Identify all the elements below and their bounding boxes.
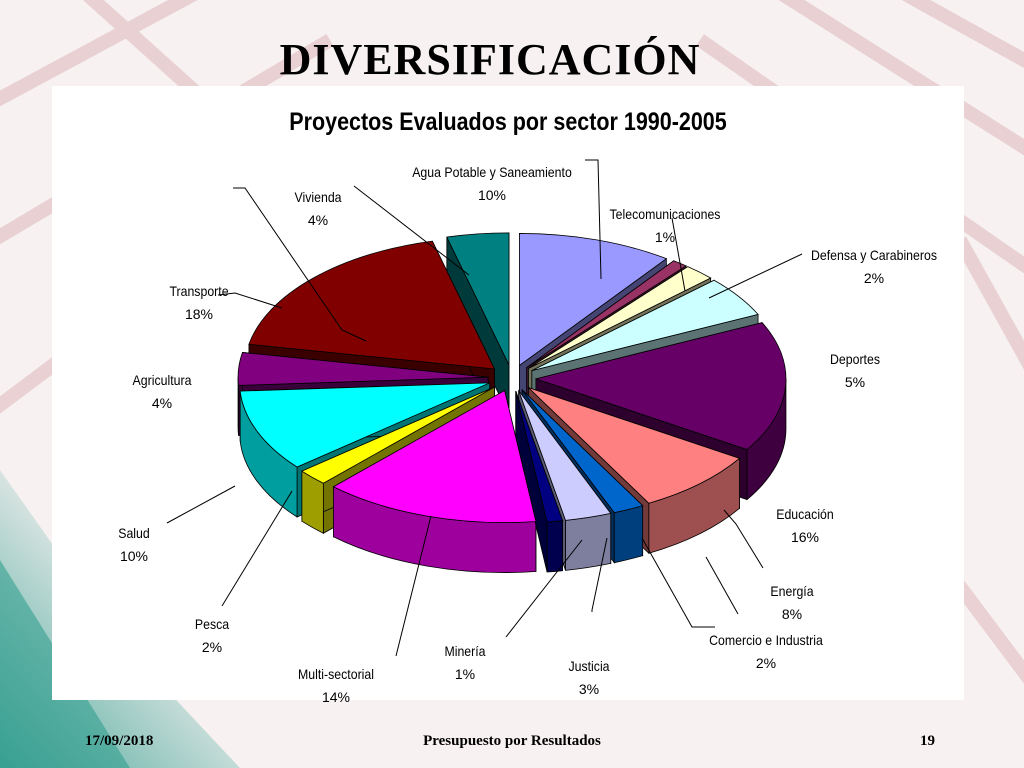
leader-line bbox=[641, 537, 715, 628]
slice-label-name: Vivienda bbox=[294, 189, 342, 205]
footer-presentation-title: Presupuesto por Resultados bbox=[423, 733, 601, 749]
pie-chart bbox=[166, 159, 803, 657]
slice-label: Minería 1% bbox=[442, 640, 489, 686]
slice-label-name: Defensa y Carabineros bbox=[810, 247, 938, 263]
slice-label: Comercio e Industria 2% bbox=[701, 629, 830, 675]
slice-label-percent: 2% bbox=[863, 270, 885, 286]
slice-label: Salud 10% bbox=[116, 522, 152, 568]
pie-slice-miner-a bbox=[515, 390, 564, 523]
pie-slice-wall bbox=[546, 520, 563, 573]
pie-slice-multi-sectorial bbox=[332, 389, 537, 523]
slice-label-name: Telecomunicaciones bbox=[609, 206, 721, 222]
leader-line bbox=[723, 509, 764, 569]
slice-label: Agricultura 4% bbox=[129, 369, 196, 415]
pie-slice-comercio-e-industria bbox=[521, 389, 644, 514]
pie-slice-educaci-n bbox=[534, 322, 787, 451]
slice-label-name: Transporte bbox=[169, 283, 229, 299]
slice-label-name: Agua Potable y Saneamiento bbox=[412, 164, 572, 180]
slice-label: Pesca 2% bbox=[193, 613, 232, 659]
leader-line bbox=[221, 490, 293, 607]
slice-label: Energía 8% bbox=[767, 580, 816, 626]
slice-label: Vivienda 4% bbox=[291, 186, 344, 232]
leader-line bbox=[671, 217, 686, 292]
slide-title: DIVERSIFICACIÓN bbox=[279, 35, 701, 84]
slice-label-percent: 16% bbox=[790, 529, 820, 545]
pie-slice-wall bbox=[565, 512, 612, 571]
slice-label: Telecomunicaciones 1% bbox=[602, 203, 728, 249]
slice-label: Multi-sectorial 14% bbox=[293, 663, 379, 709]
slice-label: Agua Potable y Saneamiento 10% bbox=[401, 161, 582, 207]
slice-label-name: Pesca bbox=[194, 616, 230, 632]
slice-label-percent: 5% bbox=[844, 374, 866, 390]
slice-label-percent: 10% bbox=[119, 548, 149, 564]
leader-line bbox=[705, 556, 739, 615]
slice-label-percent: 2% bbox=[201, 639, 223, 655]
pie-slice-vivienda bbox=[446, 232, 510, 366]
slice-label: Defensa y Carabineros 2% bbox=[802, 244, 945, 290]
leader-line bbox=[395, 515, 432, 657]
slice-label-name: Minería bbox=[444, 643, 486, 659]
chart-title: Proyectos Evaluados por sector 1990-2005 bbox=[289, 108, 727, 136]
slice-label-name: Energía bbox=[770, 583, 814, 599]
slice-label-percent: 1% bbox=[454, 666, 476, 682]
slice-label-percent: 2% bbox=[755, 655, 777, 671]
footer-date: 17/09/2018 bbox=[85, 733, 154, 749]
slice-label-percent: 18% bbox=[184, 306, 214, 322]
slice-label-percent: 10% bbox=[477, 187, 507, 203]
leader-line bbox=[708, 253, 803, 299]
slice-label-name: Multi-sectorial bbox=[298, 666, 374, 682]
slice-label-percent: 14% bbox=[321, 689, 351, 705]
pie-slice-salud bbox=[239, 382, 490, 468]
slice-label-percent: 1% bbox=[654, 229, 676, 245]
slice-label-name: Educación bbox=[776, 506, 834, 522]
leader-line bbox=[591, 537, 608, 612]
slice-label: Transporte 18% bbox=[165, 280, 232, 326]
leader-line bbox=[217, 292, 283, 309]
slice-label: Deportes 5% bbox=[827, 348, 884, 394]
footer-page-number: 19 bbox=[920, 733, 935, 749]
chart-panel: Proyectos Evaluados por sector 1990-2005… bbox=[52, 86, 964, 705]
slice-label-name: Deportes bbox=[830, 351, 880, 367]
pie-slice-energ-a bbox=[528, 387, 741, 504]
pie-slice-wall bbox=[613, 505, 644, 564]
slice-label-name: Comercio e Industria bbox=[709, 632, 823, 648]
pie-slice-justicia bbox=[518, 390, 612, 521]
slice-label-name: Salud bbox=[118, 525, 150, 541]
slice-label: Justicia 3% bbox=[566, 655, 613, 701]
leader-line bbox=[353, 185, 470, 276]
pie-slice-agricultura bbox=[237, 352, 489, 386]
slice-label-percent: 8% bbox=[781, 606, 803, 622]
leader-line bbox=[233, 187, 367, 342]
pie-slice-transporte bbox=[248, 240, 496, 370]
slice-label-percent: 3% bbox=[578, 681, 600, 697]
leader-line bbox=[166, 485, 236, 524]
pie-slice-defensa-y-carabineros bbox=[528, 266, 712, 369]
pie-slice-agua-potable-y-saneamiento bbox=[519, 233, 668, 367]
slice-label-percent: 4% bbox=[307, 212, 329, 228]
slice-label-percent: 4% bbox=[151, 395, 173, 411]
slice-label-name: Agricultura bbox=[132, 372, 192, 388]
leader-line bbox=[505, 539, 583, 638]
pie-slice-deportes bbox=[531, 279, 759, 371]
leader-line bbox=[585, 159, 602, 280]
pie-slice-pesca bbox=[301, 386, 495, 484]
slice-label: Educación 16% bbox=[772, 503, 837, 549]
slice-label-name: Justicia bbox=[568, 658, 610, 674]
